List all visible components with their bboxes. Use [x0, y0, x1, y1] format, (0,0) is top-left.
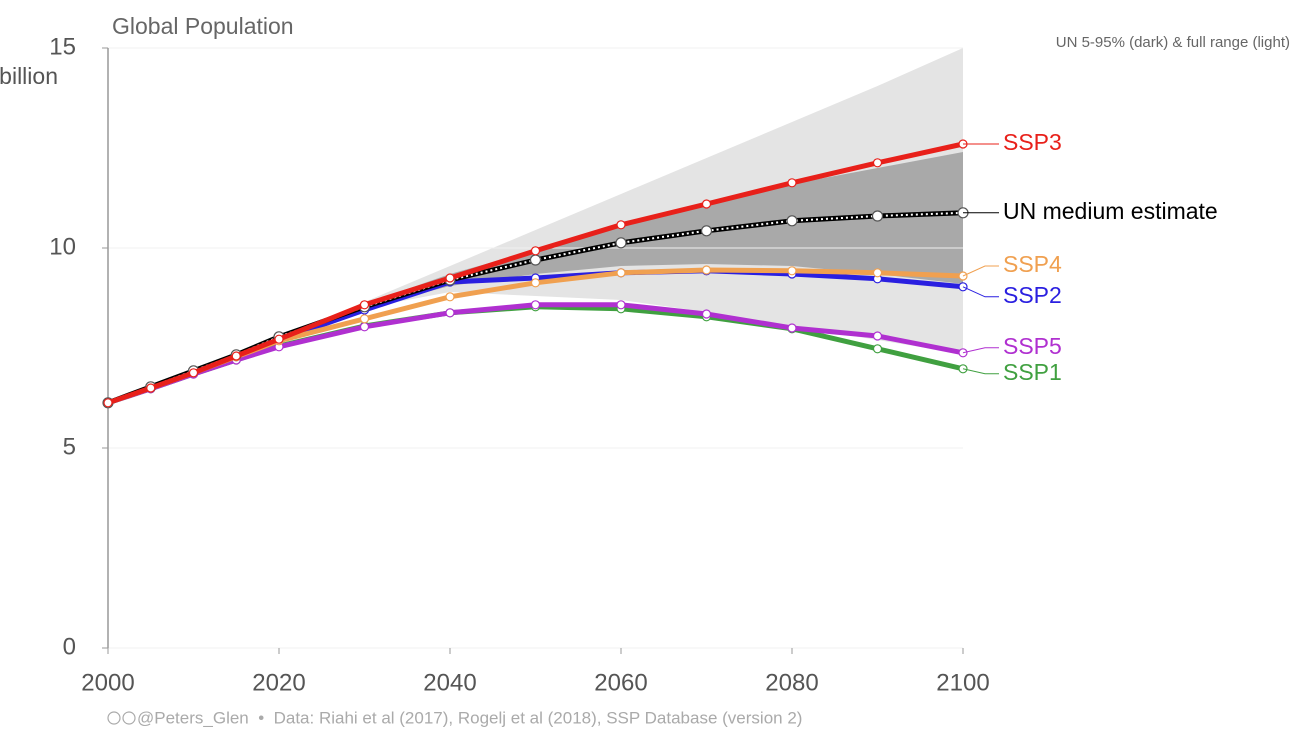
series-marker	[445, 273, 455, 283]
series-marker	[701, 265, 712, 275]
series-marker	[445, 292, 455, 302]
label-connector	[962, 368, 999, 375]
x-tick-label: 2100	[936, 669, 989, 696]
series-label: SSP1	[1003, 359, 1062, 385]
series-marker	[701, 199, 712, 209]
series-marker	[146, 383, 156, 393]
series-marker	[615, 237, 627, 249]
x-tick-label: 2080	[765, 669, 818, 696]
cc-icons	[107, 711, 136, 725]
y-tick-label: 10	[49, 233, 76, 260]
series-marker	[359, 322, 370, 332]
series-label: UN medium estimate	[1003, 198, 1218, 224]
y-unit: billion	[0, 63, 58, 89]
chart-title: Global Population	[112, 13, 294, 39]
series-marker	[786, 215, 798, 227]
footer: @Peters_Glen • Data: Riahi et al (2017),…	[137, 708, 802, 727]
series-marker	[616, 300, 626, 310]
series-label: SSP5	[1003, 333, 1062, 359]
series-marker	[529, 254, 542, 266]
series-label: SSP2	[1003, 282, 1062, 308]
band-label: UN 5-95% (dark) & full range (light)	[1056, 34, 1290, 51]
series-marker	[103, 398, 113, 408]
series-marker	[616, 268, 626, 278]
x-tick-label: 2060	[594, 669, 647, 696]
series-marker	[872, 344, 883, 354]
series-marker	[700, 225, 713, 237]
x-tick-label: 2020	[252, 669, 305, 696]
series-marker	[188, 368, 199, 378]
series-label: SSP3	[1003, 129, 1062, 155]
y-tick-label: 5	[63, 433, 76, 460]
series-marker	[787, 266, 797, 276]
series-marker	[530, 246, 541, 256]
series-marker	[872, 158, 883, 168]
series-marker	[616, 220, 626, 230]
label-connector	[962, 265, 999, 277]
series-marker	[359, 300, 370, 310]
series-label: SSP4	[1003, 251, 1062, 277]
label-connector	[962, 286, 999, 298]
series-marker	[787, 323, 797, 333]
series-marker	[701, 309, 712, 319]
series-marker	[359, 314, 370, 324]
y-tick-label: 15	[49, 33, 76, 60]
series-marker	[871, 210, 884, 222]
uncertainty-band	[364, 152, 963, 308]
series-marker	[274, 334, 284, 344]
series-marker	[787, 178, 797, 188]
y-tick-label: 0	[63, 633, 76, 660]
x-tick-label: 2000	[81, 669, 134, 696]
series-marker	[530, 300, 541, 310]
series-marker	[872, 331, 883, 341]
series-marker	[231, 351, 241, 361]
series-marker	[872, 268, 883, 278]
label-connector	[962, 347, 999, 354]
x-tick-label: 2040	[423, 669, 476, 696]
series-marker	[530, 278, 541, 288]
series-marker	[445, 308, 455, 318]
